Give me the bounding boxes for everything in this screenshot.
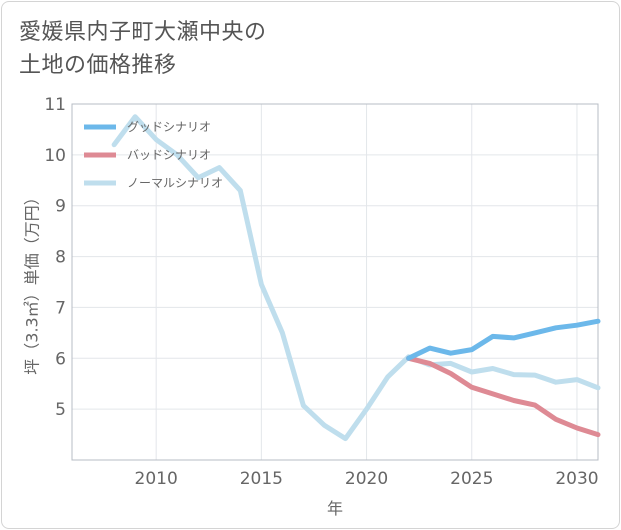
x-tick-label: 2010 — [135, 469, 178, 489]
legend-label: ノーマルシナリオ — [127, 176, 223, 190]
title-line-1: 愛媛県内子町大瀬中央の — [19, 20, 267, 45]
x-tick-labels: 2010 2015 2020 2025 2030 — [135, 469, 599, 489]
legend-label: グッドシナリオ — [127, 120, 211, 134]
y-tick-label: 7 — [55, 298, 66, 318]
y-tick-label: 8 — [55, 248, 66, 268]
y-tick-label: 11 — [44, 95, 66, 115]
y-tick-labels: 5 6 7 8 9 10 11 — [44, 95, 66, 420]
x-axis-title: 年 — [327, 499, 343, 518]
y-axis-title: 坪（3.3㎡）単価（万円） — [23, 189, 42, 374]
series-line — [406, 355, 601, 438]
y-tick-label: 5 — [55, 400, 66, 420]
title-line-2: 土地の価格推移 — [19, 53, 177, 78]
series-line — [111, 114, 601, 442]
series-line — [406, 318, 601, 361]
series-lines — [111, 114, 601, 442]
x-tick-label: 2025 — [450, 469, 493, 489]
y-tick-label: 6 — [55, 349, 66, 369]
chart-title: 愛媛県内子町大瀬中央の 土地の価格推移 — [19, 16, 267, 82]
x-tick-label: 2015 — [240, 469, 283, 489]
y-tick-label: 10 — [44, 146, 66, 166]
legend-label: バッドシナリオ — [127, 148, 211, 162]
plot-frame — [71, 103, 599, 461]
x-tick-label: 2020 — [345, 469, 388, 489]
y-tick-label: 9 — [55, 197, 66, 217]
x-tick-label: 2030 — [555, 469, 598, 489]
